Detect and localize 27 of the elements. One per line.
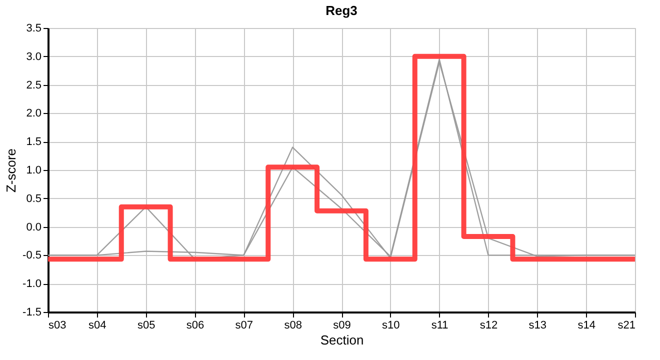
x-tick-label: s03 — [48, 320, 66, 332]
x-tick-label: s11 — [431, 320, 448, 332]
y-tick-label: -1.5 — [22, 306, 42, 318]
x-tick-label: s07 — [235, 320, 254, 332]
chart-title: Reg3 — [326, 3, 358, 18]
y-tick-label: -0.5 — [22, 250, 42, 262]
y-tick-label: 0.5 — [26, 192, 42, 205]
x-tick-label: s14 — [578, 320, 596, 332]
x-tick-label: s10 — [382, 320, 400, 332]
y-tick-label: 3.5 — [26, 22, 42, 34]
y-tick-label: 2.0 — [26, 108, 42, 120]
x-tick-label: s08 — [284, 320, 302, 332]
y-tick-label: -1.0 — [22, 278, 42, 290]
x-axis-title: Section — [320, 332, 364, 348]
x-tick-label: s04 — [88, 320, 106, 332]
x-tick-label: s13 — [528, 320, 547, 332]
y-tick-label: 1.0 — [26, 164, 42, 176]
x-tick-label: s05 — [137, 320, 156, 332]
y-tick-label: 0.0 — [26, 221, 42, 234]
x-tick-label: s09 — [333, 320, 351, 332]
x-tick-label: s12 — [480, 320, 498, 332]
y-tick-label: 3.0 — [26, 50, 42, 63]
y-tick-label: 1.5 — [26, 136, 42, 148]
x-tick-label: s21 — [618, 320, 636, 332]
y-tick-label: 2.5 — [26, 79, 42, 92]
y-axis-title: Z-score — [4, 148, 19, 193]
x-tick-label: s06 — [186, 320, 204, 332]
